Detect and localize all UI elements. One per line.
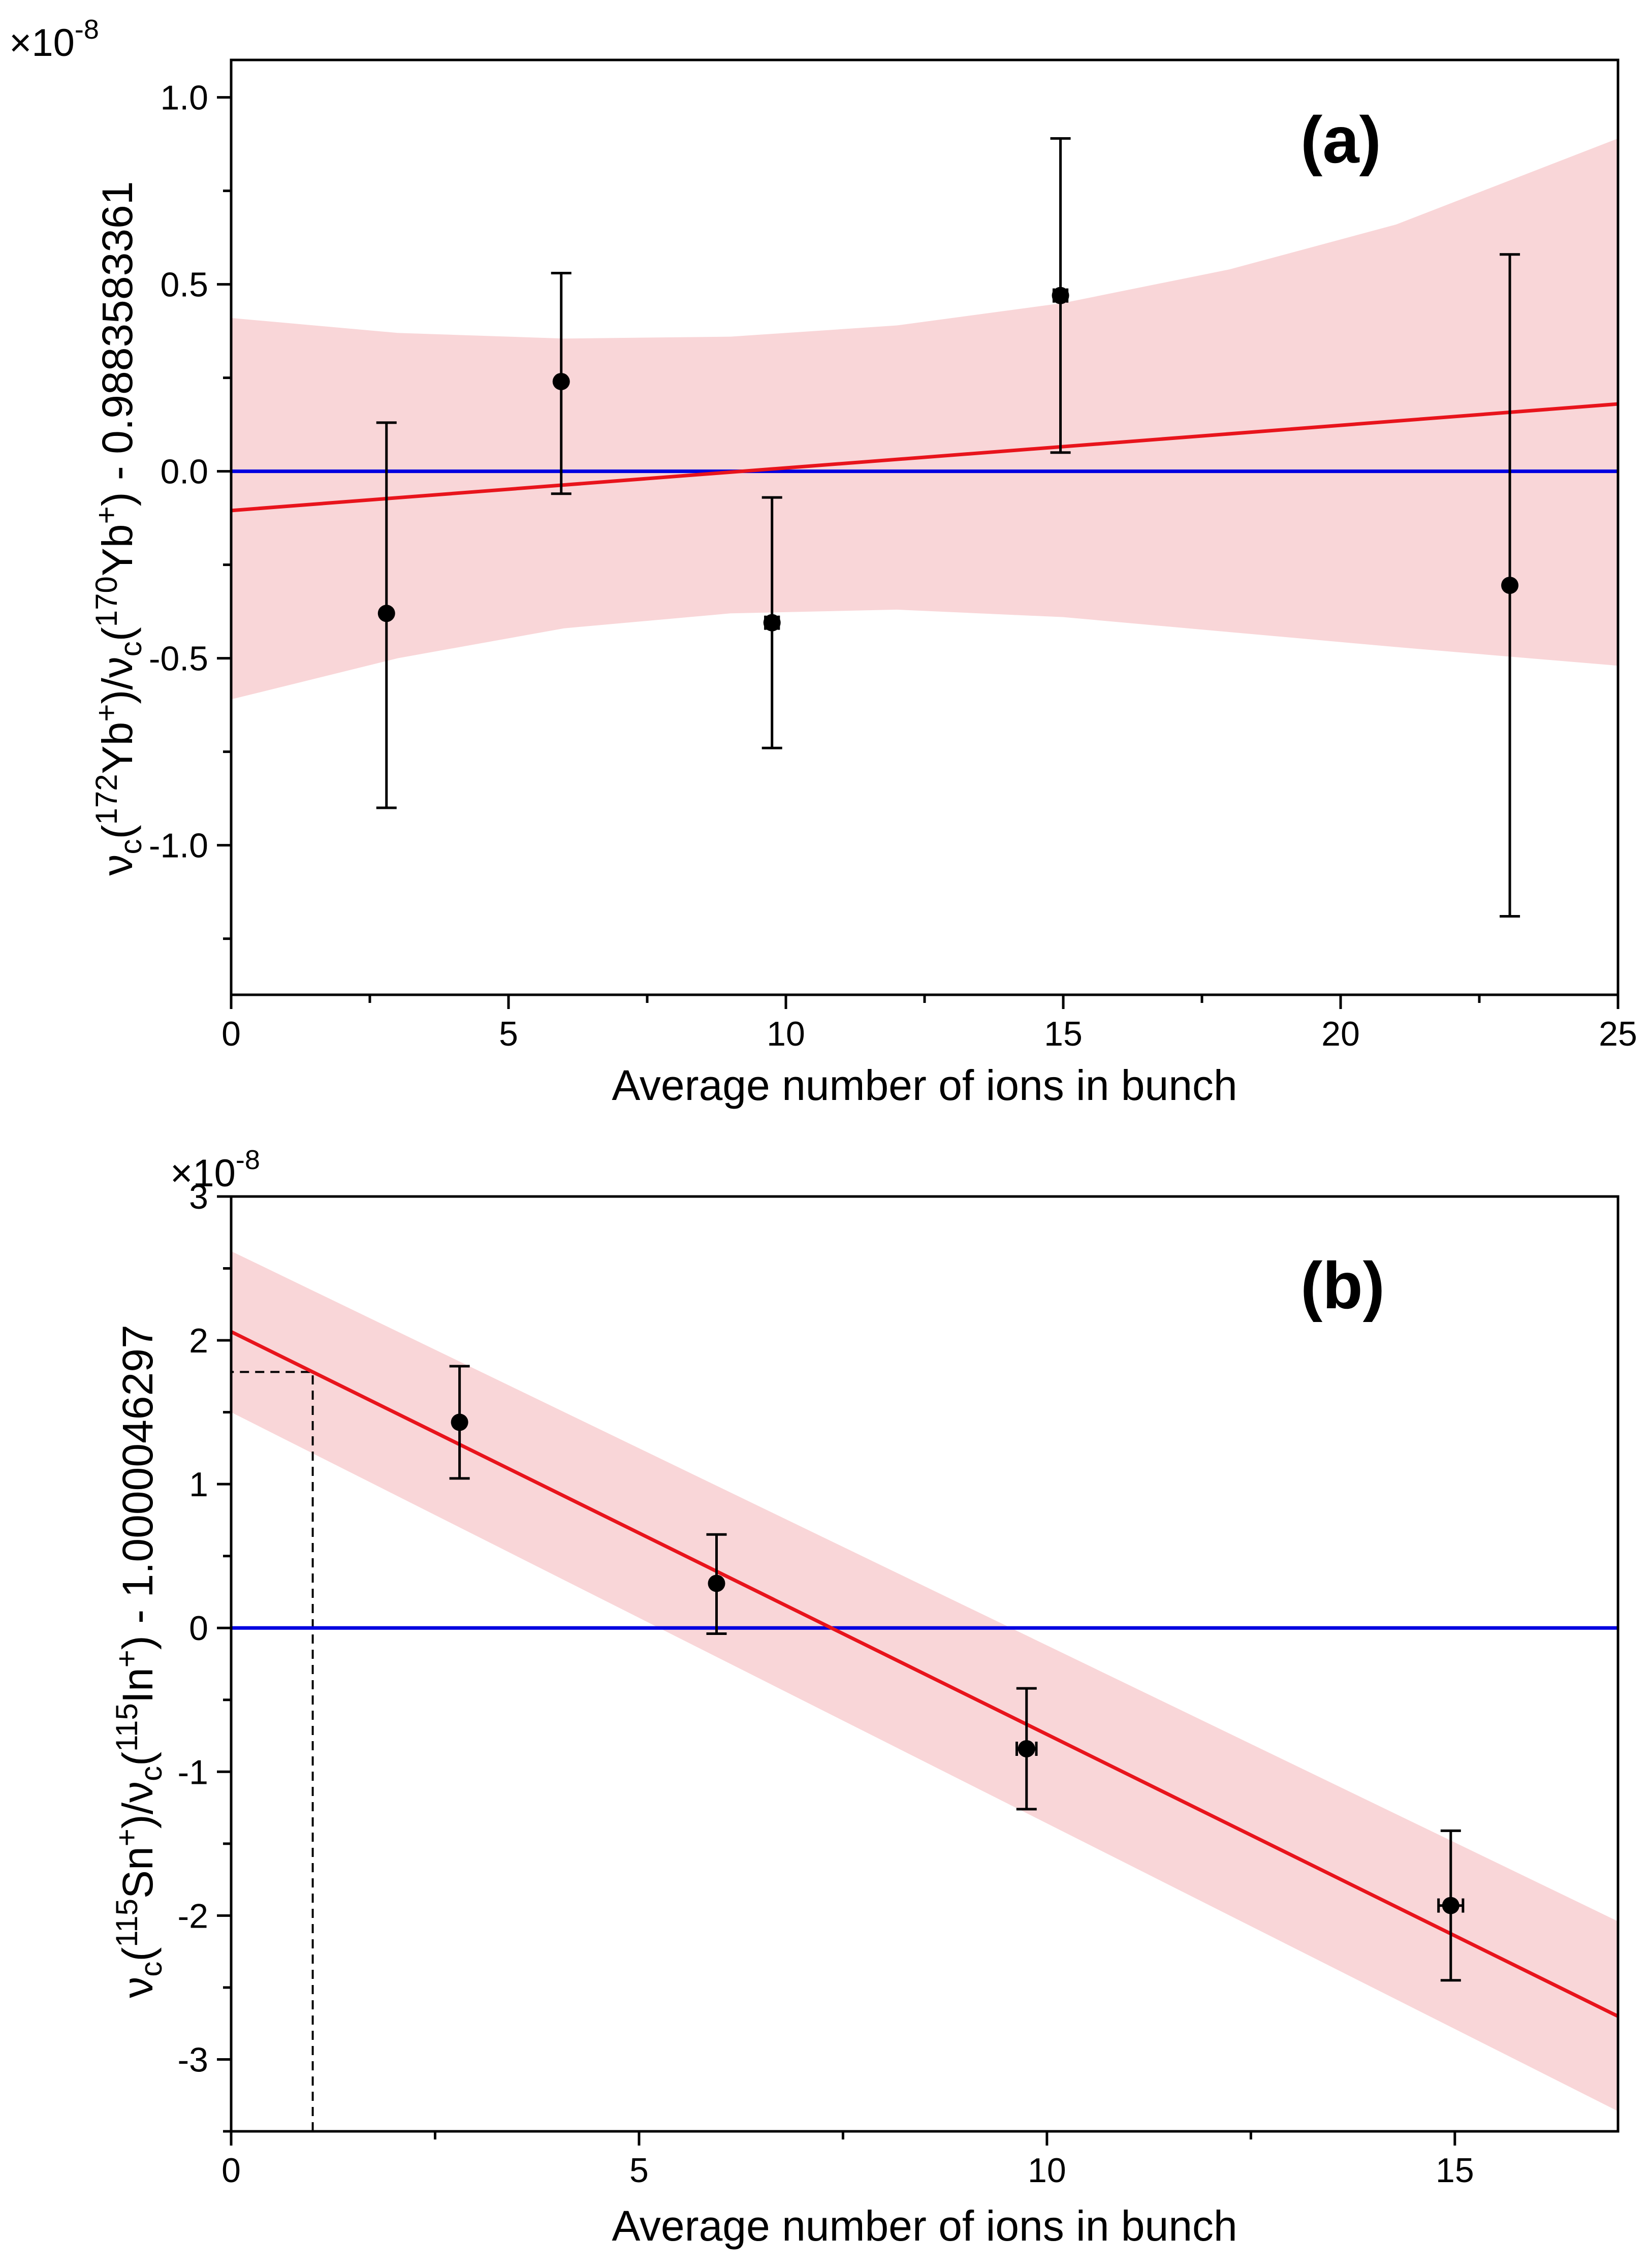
y-tick-label: -1 (178, 1753, 208, 1791)
x-axis-title: Average number of ions in bunch (612, 1061, 1237, 1109)
data-marker (377, 605, 395, 622)
data-point (1437, 1829, 1465, 1982)
x-tick-label: 20 (1321, 1015, 1360, 1053)
fit-line (231, 1330, 1618, 2018)
fit-line (231, 402, 1618, 513)
data-marker (451, 1413, 468, 1431)
y-tick-label: 0 (189, 1609, 208, 1648)
x-tick-label: 15 (1044, 1015, 1083, 1053)
x-tick-label: 0 (221, 2151, 241, 2190)
data-marker (552, 372, 570, 390)
x-tick-label: 5 (629, 2151, 649, 2190)
data-marker (1018, 1740, 1035, 1758)
plot-area (231, 1251, 1618, 2131)
x-tick-label: 15 (1436, 2151, 1474, 2190)
y-axis-title: νc(115Sn+)/νc(115In+) - 1.0000046297 (110, 1325, 168, 1998)
data-marker (763, 614, 781, 632)
y-tick-label: 0.5 (160, 266, 208, 304)
y-axis: -3 -2 -1 0 1 2 3 (178, 1178, 231, 2133)
x-axis: 0 5 10 15 20 25 (221, 995, 1637, 1053)
y-tick-label: 2 (189, 1321, 208, 1360)
data-point (706, 1533, 727, 1635)
data-marker (1442, 1897, 1459, 1914)
x-tick-label: 25 (1599, 1015, 1637, 1053)
x-tick-label: 10 (1028, 2151, 1066, 2190)
data-marker (1052, 287, 1069, 304)
plot-area (231, 137, 1618, 918)
data-marker (708, 1574, 725, 1592)
confidence-band (231, 1251, 1618, 2112)
axis-multiplier: ×10-8 (170, 1145, 260, 1195)
plot-frame (230, 1195, 1620, 2133)
data-point (551, 272, 572, 495)
data-point (761, 496, 782, 749)
y-tick-label: 3 (189, 1178, 208, 1216)
confidence-band (231, 138, 1618, 700)
panel-label: (b) (1300, 1248, 1385, 1322)
chart-panel-b: 0 5 10 15 -3 -2 -1 0 1 2 3 Average number of ions i… (110, 1145, 1620, 2250)
data-point (1015, 1687, 1038, 1811)
data-marker (1501, 577, 1519, 594)
y-axis: -1.0 -0.5 0.0 0.5 1.0 (149, 79, 231, 940)
y-tick-label: 1 (189, 1465, 208, 1504)
data-point (449, 1365, 470, 1480)
data-point (376, 421, 397, 809)
panel-label: (a) (1300, 103, 1381, 177)
x-tick-label: 10 (767, 1015, 805, 1053)
y-tick-label: 0.0 (160, 453, 208, 491)
data-point (1500, 253, 1520, 918)
y-tick-label: -0.5 (149, 640, 208, 678)
x-tick-label: 5 (499, 1015, 518, 1053)
axis-multiplier: ×10-8 (9, 14, 99, 65)
x-axis: 0 5 10 15 (221, 2131, 1474, 2190)
guide-dashed-line (231, 1371, 314, 2131)
y-tick-label: -1.0 (149, 827, 208, 865)
chart-panel-a: 0 5 10 15 20 25 -1.0 -0.5 0.0 0.5 1.0 Average numbe… (9, 14, 1637, 1109)
x-tick-label: 0 (221, 1015, 241, 1053)
y-tick-label: -2 (178, 1897, 208, 1935)
y-tick-label: 1.0 (160, 79, 208, 117)
y-axis-title: νc(172Yb+)/νc(170Yb+) - 0.9883583361 (89, 181, 148, 876)
data-point (1050, 137, 1071, 454)
x-axis-title: Average number of ions in bunch (612, 2202, 1237, 2250)
y-tick-label: -3 (178, 2040, 208, 2079)
